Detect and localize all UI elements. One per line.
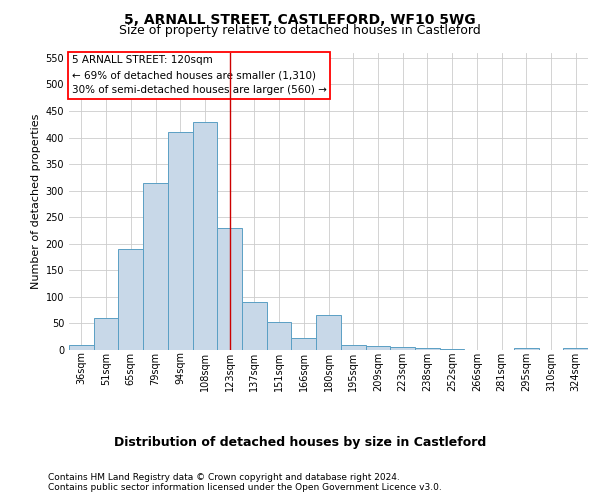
Y-axis label: Number of detached properties: Number of detached properties [31,114,41,289]
Bar [242,302,267,350]
Text: Contains HM Land Registry data © Crown copyright and database right 2024.: Contains HM Land Registry data © Crown c… [48,472,400,482]
Bar [563,348,588,350]
Text: Size of property relative to detached houses in Castleford: Size of property relative to detached ho… [119,24,481,37]
Bar [118,249,143,350]
Bar [143,182,168,350]
Bar [69,344,94,350]
Bar [217,228,242,350]
Bar [267,322,292,350]
Bar [514,348,539,350]
Text: 5, ARNALL STREET, CASTLEFORD, WF10 5WG: 5, ARNALL STREET, CASTLEFORD, WF10 5WG [124,12,476,26]
Bar [365,346,390,350]
Bar [94,318,118,350]
Bar [390,348,415,350]
Bar [316,316,341,350]
Bar [193,122,217,350]
Text: Distribution of detached houses by size in Castleford: Distribution of detached houses by size … [114,436,486,449]
Text: 5 ARNALL STREET: 120sqm
← 69% of detached houses are smaller (1,310)
30% of semi: 5 ARNALL STREET: 120sqm ← 69% of detache… [71,56,326,95]
Bar [292,338,316,350]
Text: Contains public sector information licensed under the Open Government Licence v3: Contains public sector information licen… [48,482,442,492]
Bar [341,344,365,350]
Bar [168,132,193,350]
Bar [415,348,440,350]
